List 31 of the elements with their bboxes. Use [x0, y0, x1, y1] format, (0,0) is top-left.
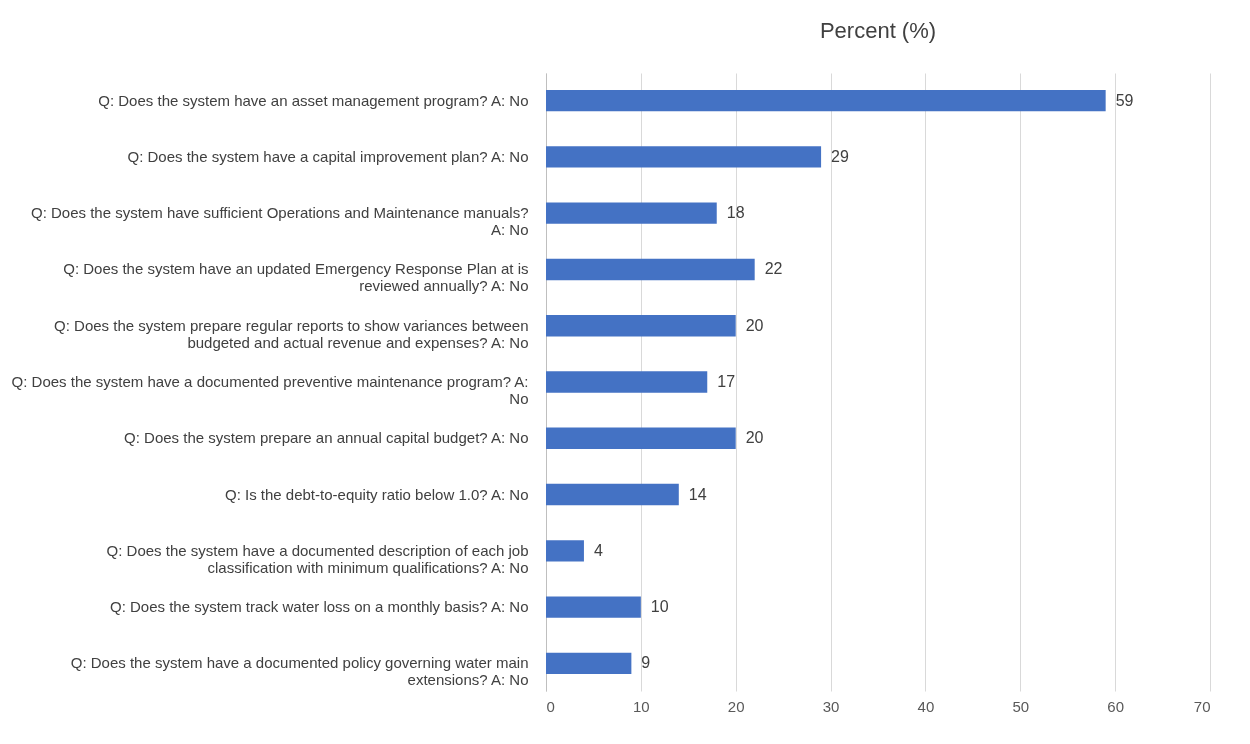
chart-title: Percent (%) — [819, 18, 937, 43]
data-label: 20 — [745, 429, 764, 447]
data-label: 4 — [593, 541, 603, 559]
y-tick-label: Q: Does the system prepare regular reports to show variances between budgeted and actual revenue and expenses? A: No — [54, 316, 529, 351]
data-label: 14 — [688, 485, 707, 503]
y-tick-label: Q: Is the debt-to-equity ratio below 1.0? A: No — [224, 485, 529, 503]
y-tick-label: Q: Does the system have an updated Emergency Response Plan at is reviewed annually? A: No — [63, 260, 529, 295]
y-tick-label: Q: Does the system have an asset management program? A: No — [98, 91, 529, 109]
y-tick-label: Q: Does the system have a documented description of each job classification with minimum qualifications? A: No — [106, 541, 529, 576]
data-label: 20 — [745, 316, 764, 334]
x-tick-label: 50 — [1012, 697, 1030, 715]
x-tick-label: 60 — [1107, 697, 1124, 715]
y-tick-label: Q: Does the system have a capital improvement plan? A: No — [127, 147, 529, 165]
x-tick-label: 30 — [822, 697, 840, 715]
y-tick-label: Q: Does the system prepare an annual capital budget? A: No — [124, 429, 529, 447]
data-label: 22 — [764, 260, 783, 278]
x-tick-label: 10 — [633, 697, 650, 715]
y-tick-label: Q: Does the system have sufficient Operations and Maintenance manuals? A: No — [31, 204, 529, 239]
data-label: 18 — [726, 204, 745, 222]
y-tick-label: Q: Does the system have a documented preventive maintenance program? A: No — [11, 373, 529, 407]
y-tick-label: Q: Does the system have a documented policy governing water main extensions? A: No — [70, 654, 529, 689]
data-label: 29 — [831, 147, 849, 165]
data-label: 9 — [641, 654, 651, 672]
x-tick-label: 40 — [917, 697, 935, 715]
y-tick-label: Q: Does the system track water loss on a monthly basis? A: No — [109, 598, 529, 616]
x-tick-label: 70 — [1193, 697, 1211, 715]
data-label: 59 — [1115, 91, 1134, 109]
data-label: 17 — [717, 373, 736, 390]
data-label: 10 — [650, 598, 669, 616]
x-tick-label: 20 — [727, 697, 745, 715]
x-tick-label: 0 — [546, 697, 555, 715]
